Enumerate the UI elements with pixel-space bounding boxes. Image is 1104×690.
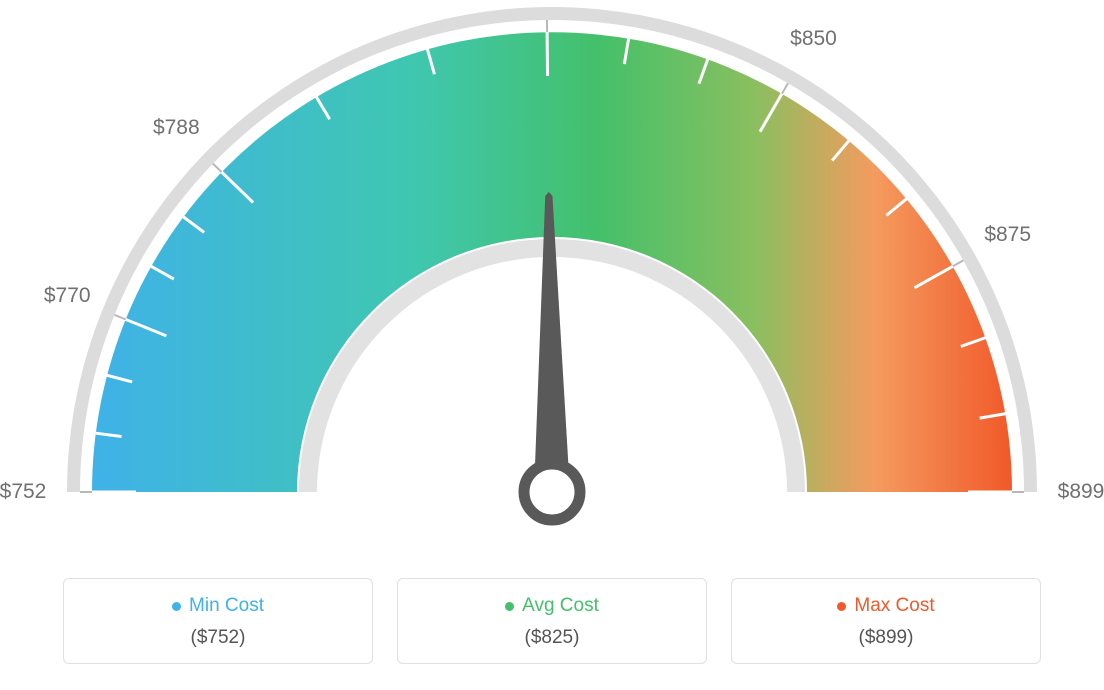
legend-box: Min Cost ($752) [63,578,373,664]
legend-label: Avg Cost [522,595,599,617]
gauge-tick-label: $788 [153,116,200,140]
legend-value: ($899) [859,627,914,649]
gauge-tick-label: $850 [790,27,837,51]
gauge-tick-label: $899 [1058,480,1104,504]
legend-value: ($752) [191,627,246,649]
legend-dot-icon [172,602,181,611]
legend-box: Max Cost ($899) [731,578,1041,664]
gauge-tick-label: $770 [44,284,91,308]
gauge-chart: $752$770$788$825$850$875$899 [0,0,1104,550]
legend-dot-icon [505,602,514,611]
legend-label: Min Cost [189,595,264,617]
legend-container: Min Cost ($752) Avg Cost ($825) Max Cost ($89… [0,578,1104,664]
gauge-tick-label: $875 [984,223,1031,247]
legend-label-row: Min Cost [172,595,264,617]
legend-value: ($825) [525,627,580,649]
legend-label-row: Max Cost [837,595,934,617]
legend-dot-icon [837,602,846,611]
gauge-tick-label: $752 [0,480,46,504]
legend-label: Max Cost [854,595,934,617]
legend-box: Avg Cost ($825) [397,578,707,664]
legend-label-row: Avg Cost [505,595,599,617]
